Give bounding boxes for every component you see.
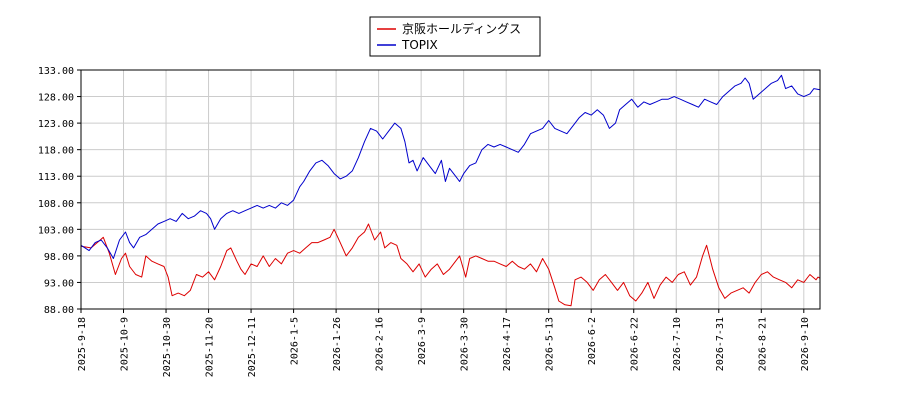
y-axis: 88.00 93.00 98.00 103.00 108.00 113.00 118.00 1… [38, 66, 81, 316]
x-tick-label: 2026-8-21 [757, 317, 768, 371]
x-tick-label: 2026-4-17 [502, 317, 513, 371]
y-tick-label: 133.00 [38, 66, 74, 77]
y-tick-label: 98.00 [44, 252, 74, 263]
x-tick-label: 2025-10-9 [120, 317, 131, 371]
x-tick-label: 2026-6-2 [587, 317, 598, 365]
legend-label-series-1: 京阪ホールディングス [402, 21, 521, 36]
y-tick-label: 88.00 [44, 305, 74, 316]
legend-box [369, 16, 541, 57]
grid-lines [80, 69, 820, 310]
y-tick-label: 113.00 [38, 172, 74, 183]
legend: 京阪ホールディングス TOPIX [369, 16, 541, 57]
series-lines [80, 74, 821, 307]
legend-label-series-2: TOPIX [401, 38, 438, 52]
x-tick-label: 2026-6-22 [630, 317, 641, 371]
y-tick-label: 93.00 [44, 278, 74, 289]
x-tick-label: 2026-5-13 [545, 317, 556, 371]
plot-frame [80, 69, 821, 310]
x-axis: 2025-9-18 2025-10-9 2025-10-30 2025-11-20 20… [77, 309, 811, 377]
series-line-topix [80, 74, 821, 259]
x-tick-label: 2026-1-26 [332, 317, 343, 371]
y-tick-label: 123.00 [38, 119, 74, 130]
x-tick-label: 2026-3-30 [460, 317, 471, 371]
y-tick-label: 103.00 [38, 225, 74, 236]
x-tick-label: 2026-7-31 [715, 317, 726, 371]
x-tick-label: 2025-12-11 [247, 317, 258, 377]
x-tick-label: 2026-7-10 [672, 317, 683, 371]
series-line-keihan [80, 223, 821, 307]
x-tick-label: 2025-10-30 [162, 317, 173, 377]
x-tick-label: 2026-2-16 [375, 317, 386, 371]
y-tick-label: 108.00 [38, 199, 74, 210]
y-tick-label: 128.00 [38, 93, 74, 104]
x-tick-label: 2026-1-5 [290, 317, 301, 365]
x-tick-label: 2026-3-9 [417, 317, 428, 365]
x-tick-label: 2025-11-20 [205, 317, 216, 377]
y-tick-label: 118.00 [38, 146, 74, 157]
x-tick-label: 2025-9-18 [77, 317, 88, 371]
x-tick-label: 2026-9-10 [800, 317, 811, 371]
